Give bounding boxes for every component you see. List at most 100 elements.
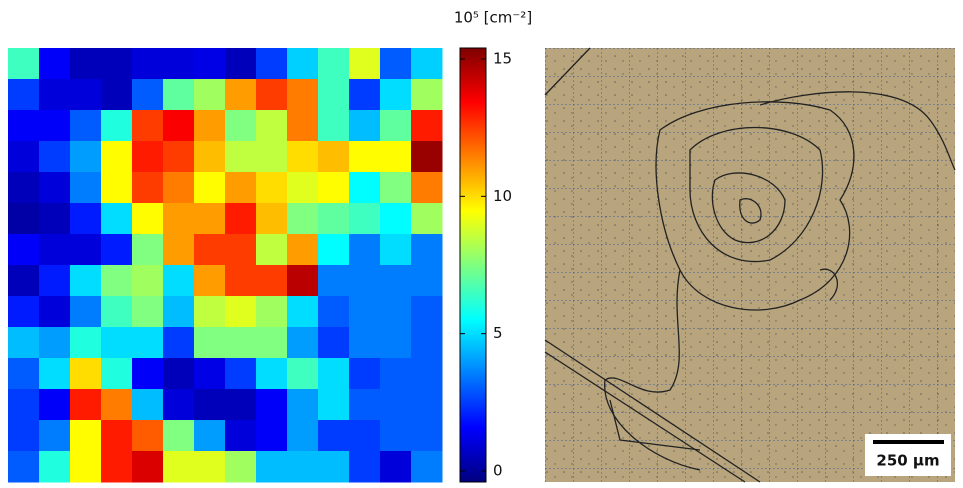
- heatmap-cell: [287, 451, 319, 483]
- heatmap-cell: [132, 389, 164, 421]
- heatmap-cell: [256, 265, 288, 297]
- heatmap-cell: [225, 203, 257, 235]
- heatmap-cell: [8, 234, 40, 266]
- heatmap-cell: [163, 420, 195, 452]
- heatmap-cell: [380, 420, 412, 452]
- heatmap-cell: [70, 110, 102, 142]
- heatmap-cell: [132, 265, 164, 297]
- heatmap-cell: [101, 48, 133, 80]
- heatmap-cell: [411, 172, 443, 204]
- heatmap-cell: [101, 389, 133, 421]
- heatmap-cell: [39, 451, 71, 483]
- heatmap-cell: [101, 79, 133, 111]
- heatmap-cell: [287, 358, 319, 390]
- heatmap-cell: [380, 48, 412, 80]
- heatmap-cell: [225, 141, 257, 173]
- heatmap-cell: [70, 327, 102, 359]
- heatmap-cell: [225, 358, 257, 390]
- heatmap-cell: [318, 110, 350, 142]
- heatmap-cell: [70, 203, 102, 235]
- heatmap-cell: [411, 420, 443, 452]
- heatmap-cell: [411, 110, 443, 142]
- heatmap-cell: [411, 265, 443, 297]
- heatmap-cell: [256, 172, 288, 204]
- heatmap-cell: [411, 234, 443, 266]
- heatmap-cell: [101, 141, 133, 173]
- heatmap-cell: [380, 141, 412, 173]
- heatmap-cell: [225, 420, 257, 452]
- heatmap-cell: [132, 234, 164, 266]
- heatmap-cell: [380, 203, 412, 235]
- micrograph: 250 µm: [545, 48, 955, 482]
- heatmap-cell: [380, 234, 412, 266]
- heatmap-cell: [194, 141, 226, 173]
- heatmap-cell: [318, 141, 350, 173]
- heatmap-cell: [132, 451, 164, 483]
- heatmap-cell: [101, 296, 133, 328]
- heatmap-cell: [132, 141, 164, 173]
- heatmap-cell: [318, 203, 350, 235]
- heatmap-cell: [8, 451, 40, 483]
- heatmap-cell: [8, 296, 40, 328]
- heatmap-cell: [132, 296, 164, 328]
- figure: 10⁵ [cm⁻²] 051015 250 µm: [0, 0, 963, 484]
- heatmap-cell: [287, 172, 319, 204]
- heatmap-cell: [70, 296, 102, 328]
- heatmap-cell: [194, 358, 226, 390]
- heatmap-cell: [101, 358, 133, 390]
- heatmap-cell: [225, 389, 257, 421]
- heatmap-cell: [318, 48, 350, 80]
- heatmap-cell: [194, 203, 226, 235]
- heatmap-cell: [70, 234, 102, 266]
- heatmap-cell: [256, 79, 288, 111]
- heatmap-cell: [411, 48, 443, 80]
- heatmap-cell: [256, 327, 288, 359]
- heatmap-cell: [8, 389, 40, 421]
- heatmap-cell: [8, 420, 40, 452]
- heatmap-cell: [287, 296, 319, 328]
- heatmap-cell: [39, 79, 71, 111]
- heatmap-cell: [39, 358, 71, 390]
- colorbar-tick-label: 0: [493, 462, 503, 480]
- heatmap-cell: [163, 389, 195, 421]
- heatmap-cell: [256, 141, 288, 173]
- heatmap-cell: [163, 358, 195, 390]
- heatmap-cell: [70, 358, 102, 390]
- heatmap-cell: [39, 110, 71, 142]
- heatmap-cell: [411, 141, 443, 173]
- heatmap-cell: [101, 203, 133, 235]
- heatmap-cell: [132, 79, 164, 111]
- heatmap-cell: [287, 48, 319, 80]
- micrograph-grid: [545, 48, 955, 482]
- heatmap-cell: [287, 110, 319, 142]
- heatmap-cell: [349, 48, 381, 80]
- heatmap: [8, 48, 443, 483]
- heatmap-cell: [101, 420, 133, 452]
- heatmap-cell: [225, 48, 257, 80]
- heatmap-cell: [194, 451, 226, 483]
- heatmap-cell: [318, 172, 350, 204]
- heatmap-cell: [318, 296, 350, 328]
- heatmap-cell: [256, 234, 288, 266]
- heatmap-cell: [163, 296, 195, 328]
- heatmap-cell: [287, 327, 319, 359]
- heatmap-cell: [349, 420, 381, 452]
- heatmap-cell: [318, 389, 350, 421]
- heatmap-cell: [70, 79, 102, 111]
- heatmap-cell: [349, 203, 381, 235]
- heatmap-cell: [163, 79, 195, 111]
- heatmap-cell: [380, 358, 412, 390]
- heatmap-cell: [380, 451, 412, 483]
- colorbar-tick-label: 5: [493, 324, 503, 342]
- heatmap-cell: [194, 265, 226, 297]
- heatmap-cell: [349, 296, 381, 328]
- heatmap-cell: [256, 358, 288, 390]
- heatmap-cell: [380, 327, 412, 359]
- heatmap-cell: [39, 141, 71, 173]
- heatmap-cell: [349, 110, 381, 142]
- heatmap-cell: [287, 141, 319, 173]
- heatmap-cell: [349, 234, 381, 266]
- heatmap-cell: [8, 358, 40, 390]
- heatmap-cell: [8, 48, 40, 80]
- heatmap-cell: [163, 172, 195, 204]
